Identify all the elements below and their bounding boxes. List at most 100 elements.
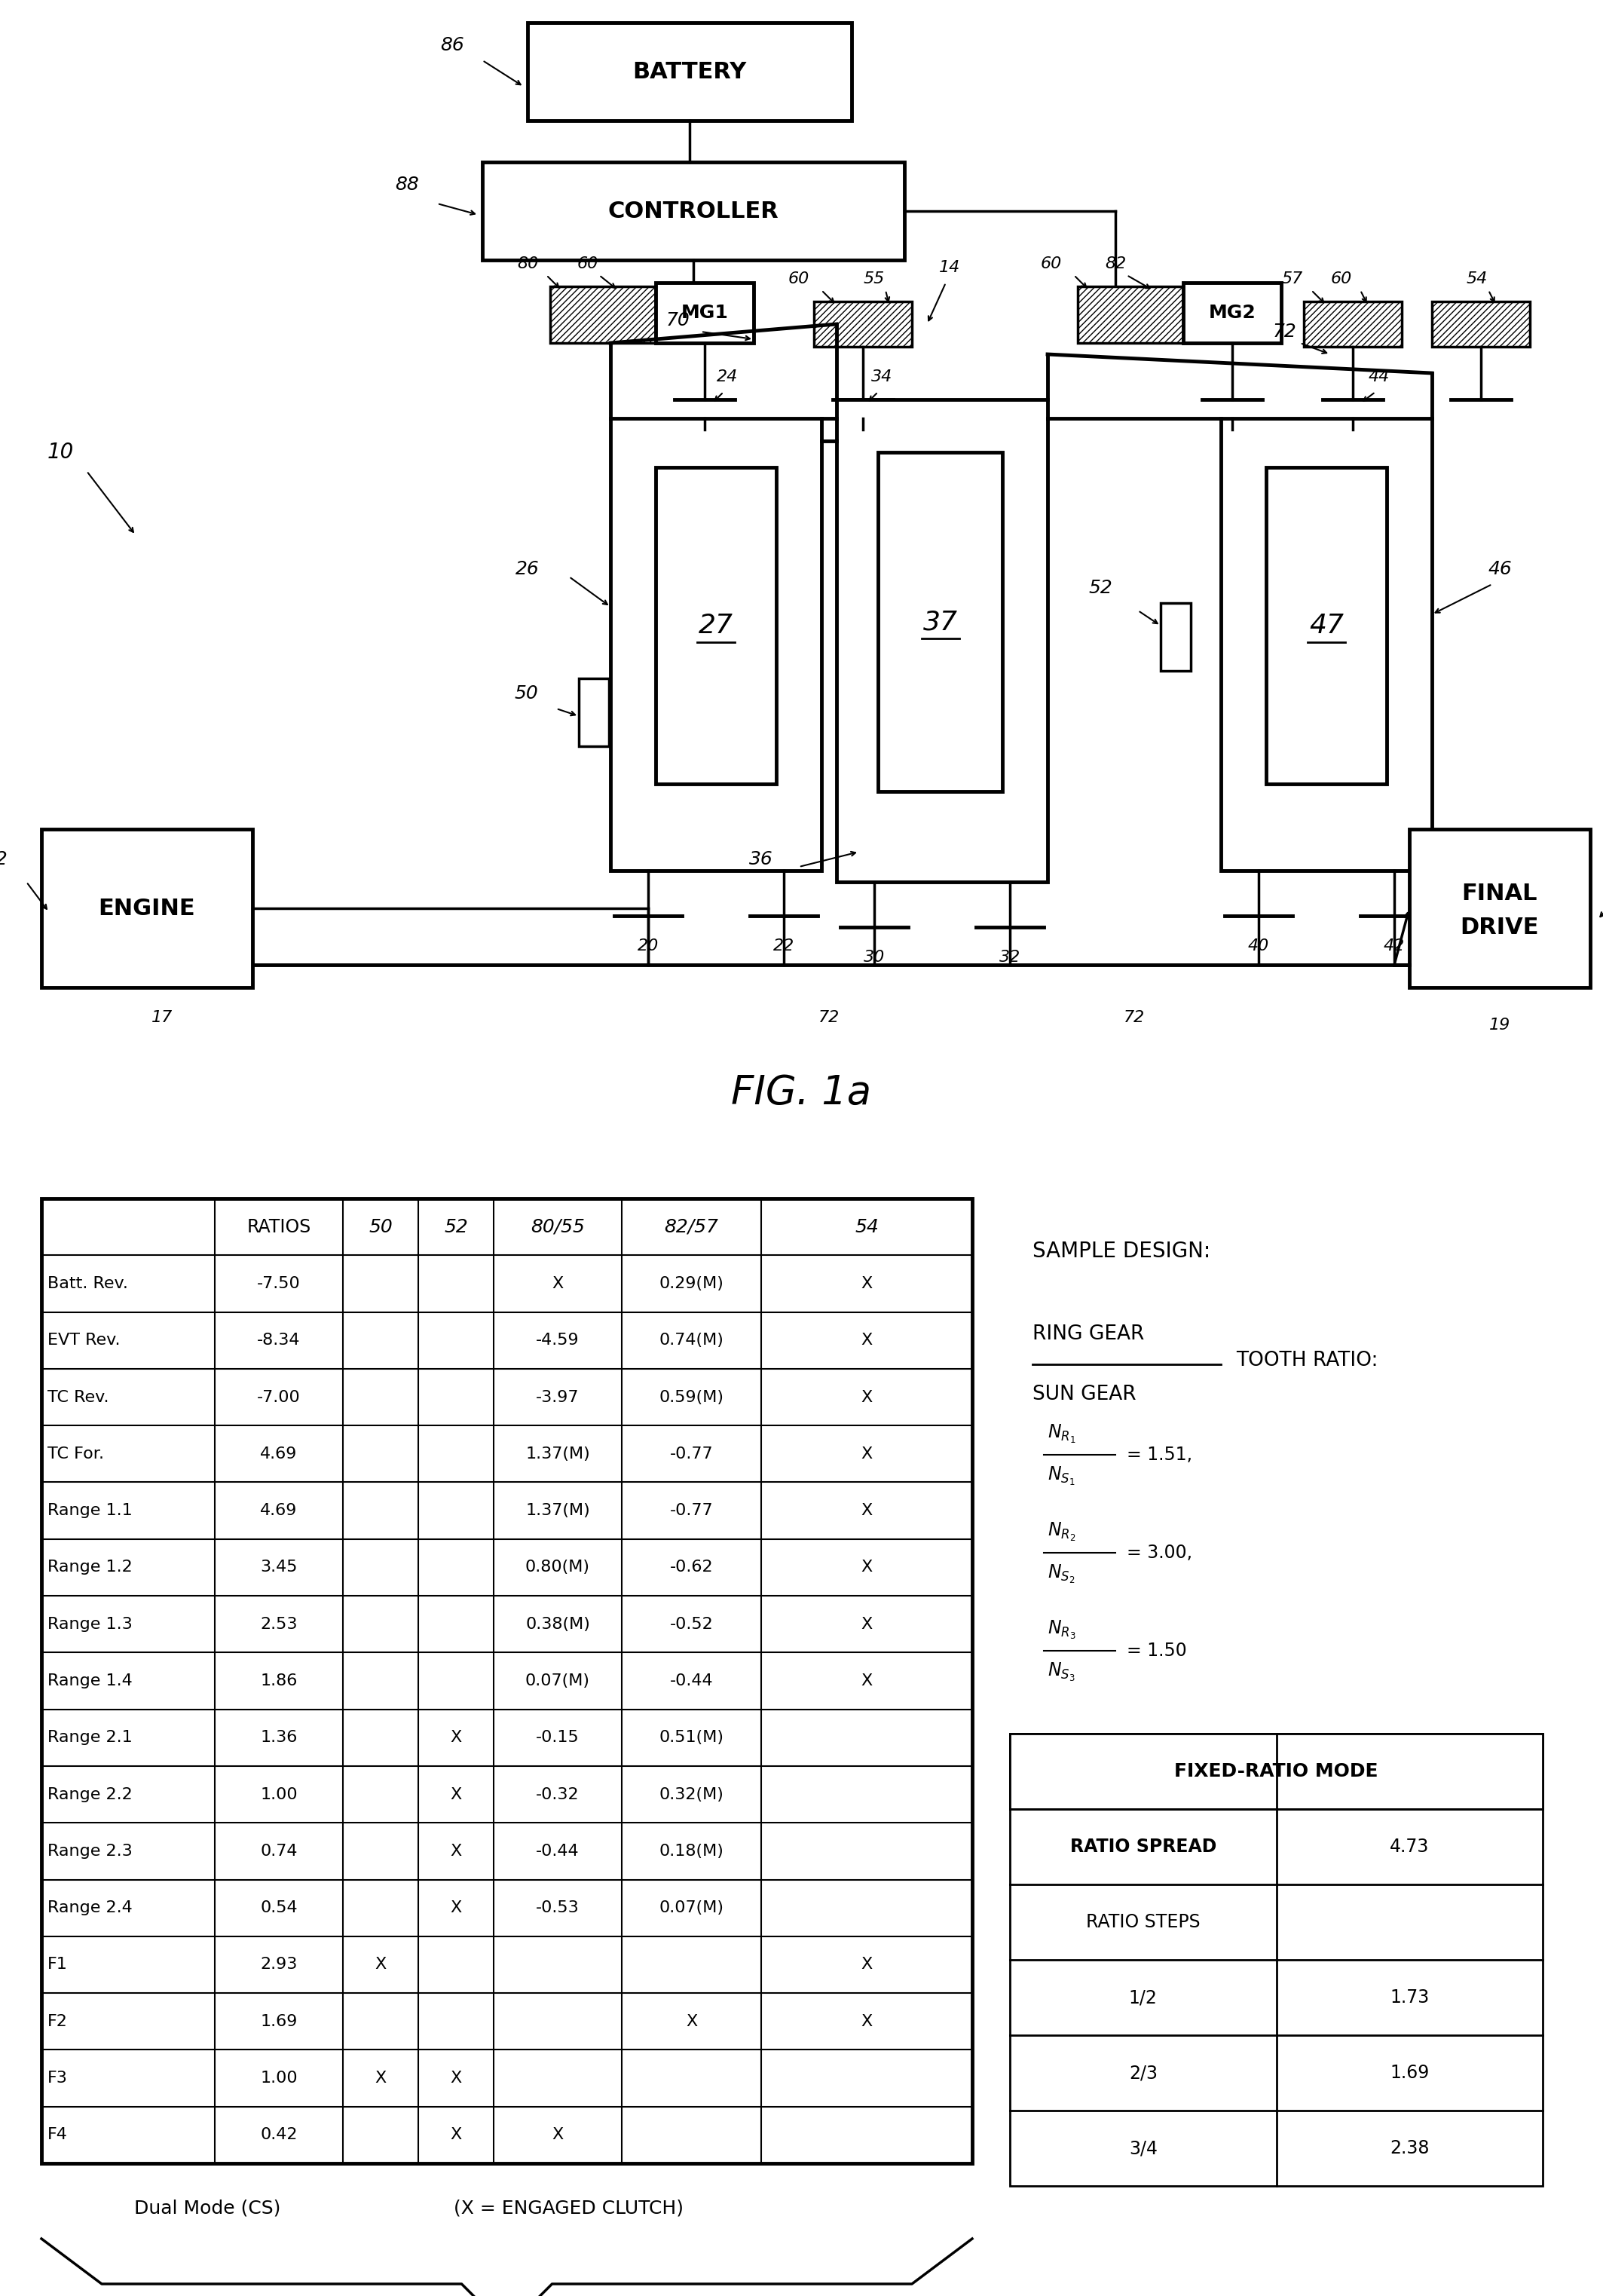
Text: X: X <box>450 1786 462 1802</box>
Text: 82: 82 <box>1104 257 1125 271</box>
Text: 0.18(M): 0.18(M) <box>659 1844 725 1860</box>
Text: $N_{R_1}$: $N_{R_1}$ <box>1048 1424 1076 1444</box>
Text: 4.73: 4.73 <box>1390 1837 1430 1855</box>
Text: $N_{S_1}$: $N_{S_1}$ <box>1048 1465 1076 1488</box>
Bar <box>814 301 912 347</box>
Text: MG2: MG2 <box>1209 303 1255 321</box>
Text: 82/57: 82/57 <box>664 1217 718 1235</box>
Text: 72: 72 <box>1124 1010 1145 1024</box>
Text: 54: 54 <box>854 1217 878 1235</box>
Text: 3.45: 3.45 <box>260 1559 298 1575</box>
Bar <box>1431 301 1529 347</box>
Text: X: X <box>551 1277 563 1290</box>
Text: SUN GEAR: SUN GEAR <box>1032 1384 1137 1405</box>
Bar <box>527 23 851 122</box>
Text: 1.00: 1.00 <box>260 2071 298 2085</box>
Bar <box>1303 301 1401 347</box>
Text: F3: F3 <box>48 2071 67 2085</box>
Text: -0.52: -0.52 <box>670 1616 713 1632</box>
Text: FINAL: FINAL <box>1462 882 1537 905</box>
Text: X: X <box>861 1559 872 1575</box>
Text: X: X <box>861 1446 872 1463</box>
Text: 14: 14 <box>939 259 960 276</box>
Text: 0.74(M): 0.74(M) <box>659 1334 725 1348</box>
Text: -0.62: -0.62 <box>670 1559 713 1575</box>
Text: 19: 19 <box>1489 1017 1510 1033</box>
Text: 24: 24 <box>717 370 737 383</box>
Text: X: X <box>450 2128 462 2142</box>
Text: 70: 70 <box>667 312 691 328</box>
Text: 50: 50 <box>369 1217 393 1235</box>
Bar <box>1077 287 1183 342</box>
Text: 0.80(M): 0.80(M) <box>526 1559 590 1575</box>
Text: 0.07(M): 0.07(M) <box>659 1901 725 1915</box>
Text: = 1.51,: = 1.51, <box>1127 1446 1193 1465</box>
Text: 0.07(M): 0.07(M) <box>526 1674 590 1688</box>
Text: 0.42: 0.42 <box>260 2128 298 2142</box>
Text: 10: 10 <box>46 441 74 464</box>
Text: -0.77: -0.77 <box>670 1504 713 1518</box>
Text: 4.69: 4.69 <box>260 1504 298 1518</box>
Text: 60: 60 <box>577 257 598 271</box>
Text: F2: F2 <box>48 2014 67 2030</box>
Text: X: X <box>375 2071 386 2085</box>
Text: 0.32(M): 0.32(M) <box>659 1786 725 1802</box>
Text: BATTERY: BATTERY <box>633 60 747 83</box>
Text: -3.97: -3.97 <box>535 1389 579 1405</box>
Text: 17: 17 <box>151 1010 173 1024</box>
Bar <box>1183 282 1281 342</box>
Text: 55: 55 <box>864 271 885 287</box>
Text: SAMPLE DESIGN:: SAMPLE DESIGN: <box>1032 1240 1210 1263</box>
Text: 0.29(M): 0.29(M) <box>659 1277 725 1290</box>
Text: -7.00: -7.00 <box>256 1389 301 1405</box>
Text: 4.69: 4.69 <box>260 1446 298 1463</box>
Text: X: X <box>450 1731 462 1745</box>
Text: Range 2.3: Range 2.3 <box>48 1844 133 1860</box>
Text: -0.44: -0.44 <box>670 1674 713 1688</box>
Text: 50: 50 <box>515 684 539 703</box>
Bar <box>483 163 904 259</box>
Text: 0.54: 0.54 <box>260 1901 298 1915</box>
Text: Range 1.2: Range 1.2 <box>48 1559 133 1575</box>
Text: 60: 60 <box>1330 271 1353 287</box>
Text: EVT Rev.: EVT Rev. <box>48 1334 120 1348</box>
Text: FIXED-RATIO MODE: FIXED-RATIO MODE <box>1175 1763 1379 1779</box>
Text: 1.86: 1.86 <box>260 1674 298 1688</box>
Text: 47: 47 <box>1310 613 1343 638</box>
Text: X: X <box>686 2014 697 2030</box>
Bar <box>878 452 1002 792</box>
Text: 1/2: 1/2 <box>1129 1988 1157 2007</box>
Text: Range 1.1: Range 1.1 <box>48 1504 133 1518</box>
Text: CONTROLLER: CONTROLLER <box>608 200 779 223</box>
Text: X: X <box>861 1504 872 1518</box>
Text: X: X <box>861 1674 872 1688</box>
Text: X: X <box>450 1844 462 1860</box>
Text: 1.73: 1.73 <box>1390 1988 1430 2007</box>
Text: Range 1.3: Range 1.3 <box>48 1616 133 1632</box>
Bar <box>1266 468 1387 783</box>
Text: Batt. Rev.: Batt. Rev. <box>48 1277 128 1290</box>
Text: Range 1.4: Range 1.4 <box>48 1674 133 1688</box>
Text: 20: 20 <box>638 939 659 953</box>
Bar <box>837 400 1048 882</box>
Text: -4.59: -4.59 <box>535 1334 579 1348</box>
Text: 44: 44 <box>1369 370 1390 383</box>
Text: 52: 52 <box>1088 579 1112 597</box>
Text: X: X <box>861 1389 872 1405</box>
Text: 80/55: 80/55 <box>531 1217 585 1235</box>
Text: -8.34: -8.34 <box>256 1334 300 1348</box>
Text: X: X <box>551 2128 563 2142</box>
Text: TC Rev.: TC Rev. <box>48 1389 109 1405</box>
Text: 40: 40 <box>1249 939 1270 953</box>
Text: 1.36: 1.36 <box>260 1731 298 1745</box>
Text: Range 2.2: Range 2.2 <box>48 1786 133 1802</box>
Text: 1.00: 1.00 <box>260 1786 298 1802</box>
Text: X: X <box>861 2014 872 2030</box>
Bar <box>656 468 776 783</box>
Text: (X = ENGAGED CLUTCH): (X = ENGAGED CLUTCH) <box>454 2200 684 2218</box>
Text: -0.77: -0.77 <box>670 1446 713 1463</box>
Text: ENGINE: ENGINE <box>98 898 196 918</box>
Text: -7.50: -7.50 <box>256 1277 301 1290</box>
Bar <box>42 1199 971 2163</box>
Text: F1: F1 <box>48 1956 67 1972</box>
